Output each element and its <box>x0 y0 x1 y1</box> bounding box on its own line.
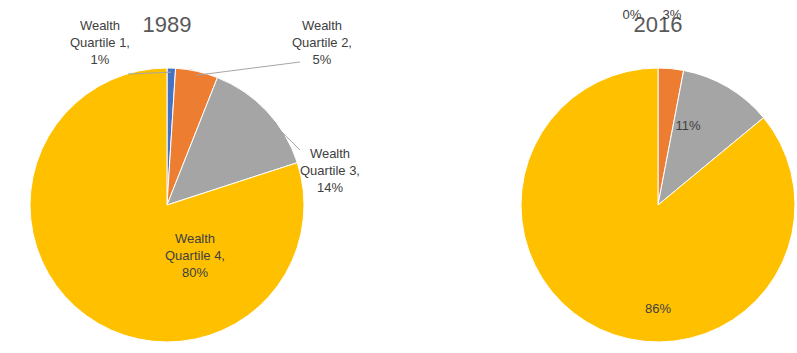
data-label-line: 86% <box>645 301 671 316</box>
data-label-line: 80% <box>182 265 208 280</box>
data-label-line: 1% <box>91 52 110 67</box>
chart-canvas: 1989 Wealth Quartile 1, 1% Wealth Quartile 2,… <box>0 0 797 353</box>
data-label-line: Quartile 2, <box>292 35 352 50</box>
chart-title: 1989 <box>143 12 192 37</box>
data-label: 3% <box>663 7 682 22</box>
leader-line <box>264 114 300 150</box>
pie-slice <box>521 68 795 342</box>
data-label: Wealth Quartile 4, 80% <box>165 231 225 280</box>
data-label-line: Wealth <box>175 231 215 246</box>
data-label: Wealth Quartile 1, 1% <box>70 18 130 67</box>
pie-chart: 20160%3%11%86% <box>521 7 795 342</box>
data-label-line: Wealth <box>80 18 120 33</box>
data-label-line: Wealth <box>302 18 342 33</box>
data-label: 86% <box>645 301 671 316</box>
leader-line <box>196 62 300 75</box>
data-label-line: 11% <box>675 118 700 133</box>
data-label-line: 14% <box>317 180 343 195</box>
data-label-line: 0% <box>623 7 642 22</box>
data-label-line: Quartile 1, <box>70 35 130 50</box>
slices <box>30 68 304 342</box>
data-label: 11% <box>675 118 700 133</box>
data-label-line: Quartile 4, <box>165 248 225 263</box>
data-label-line: Wealth <box>310 146 350 161</box>
slices <box>521 68 795 342</box>
data-labels: WealthQuartile 1,1%WealthQuartile 2,5%We… <box>70 18 360 280</box>
data-label-line: 3% <box>663 7 682 22</box>
pie-chart: 1989 Wealth Quartile 1, 1% Wealth Quartile 2,… <box>30 12 360 342</box>
data-label: Wealth Quartile 2, 5% <box>292 18 352 67</box>
data-label: 0% <box>623 7 642 22</box>
data-label-line: 5% <box>313 52 332 67</box>
data-label: Wealth Quartile 3, 14% <box>300 146 360 195</box>
leader-line <box>128 72 171 74</box>
data-label-line: Quartile 3, <box>300 163 360 178</box>
pie-slice <box>30 68 304 342</box>
data-labels: 0% 3% 11% 86% <box>623 7 701 316</box>
